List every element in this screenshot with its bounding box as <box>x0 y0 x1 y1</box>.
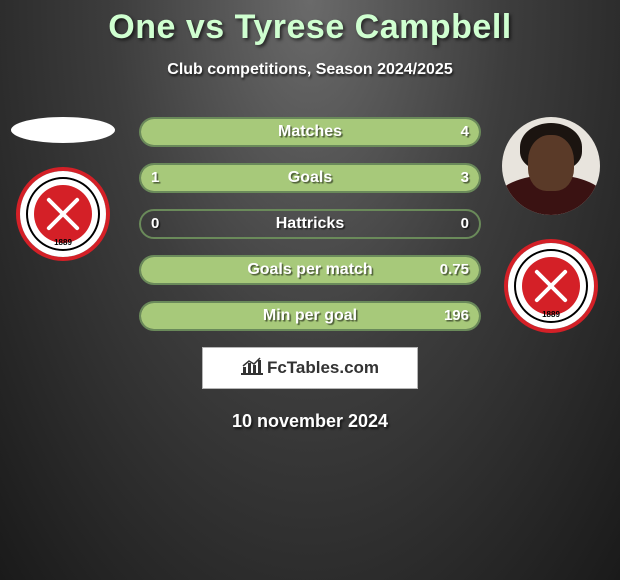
club-crest-right: 1889 <box>508 243 594 329</box>
stat-row: Matches4 <box>139 117 481 147</box>
stat-value-right: 3 <box>461 165 469 191</box>
stat-label: Goals per match <box>141 257 479 283</box>
stat-value-right: 0.75 <box>440 257 469 283</box>
right-player-column: 1889 <box>496 117 606 329</box>
page-title: One vs Tyrese Campbell <box>0 0 620 47</box>
brand-label: FcTables.com <box>267 358 379 378</box>
stat-value-right: 196 <box>444 303 469 329</box>
subtitle: Club competitions, Season 2024/2025 <box>0 61 620 79</box>
stat-row: Min per goal196 <box>139 301 481 331</box>
left-player-column: 1889 <box>8 117 118 257</box>
brand-box: FcTables.com <box>202 347 418 389</box>
comparison-panel: 1889 1889 Matches4 1Goals3 0Hattricks0 Goal… <box>0 117 620 432</box>
stat-label: Goals <box>141 165 479 191</box>
stat-row: 0Hattricks0 <box>139 209 481 239</box>
stat-value-right: 4 <box>461 119 469 145</box>
brand-chart-icon <box>241 357 263 380</box>
stat-label: Matches <box>141 119 479 145</box>
player-avatar-left <box>11 117 115 143</box>
stats-table: Matches4 1Goals3 0Hattricks0 Goals per matc… <box>139 117 481 331</box>
stat-label: Min per goal <box>141 303 479 329</box>
club-year-left: 1889 <box>20 238 106 247</box>
date-label: 10 november 2024 <box>0 411 620 432</box>
stat-row: Goals per match0.75 <box>139 255 481 285</box>
stat-label: Hattricks <box>141 211 479 237</box>
club-crest-left: 1889 <box>20 171 106 257</box>
stat-value-right: 0 <box>461 211 469 237</box>
stat-row: 1Goals3 <box>139 163 481 193</box>
club-year-right: 1889 <box>508 310 594 319</box>
player-avatar-right <box>502 117 600 215</box>
